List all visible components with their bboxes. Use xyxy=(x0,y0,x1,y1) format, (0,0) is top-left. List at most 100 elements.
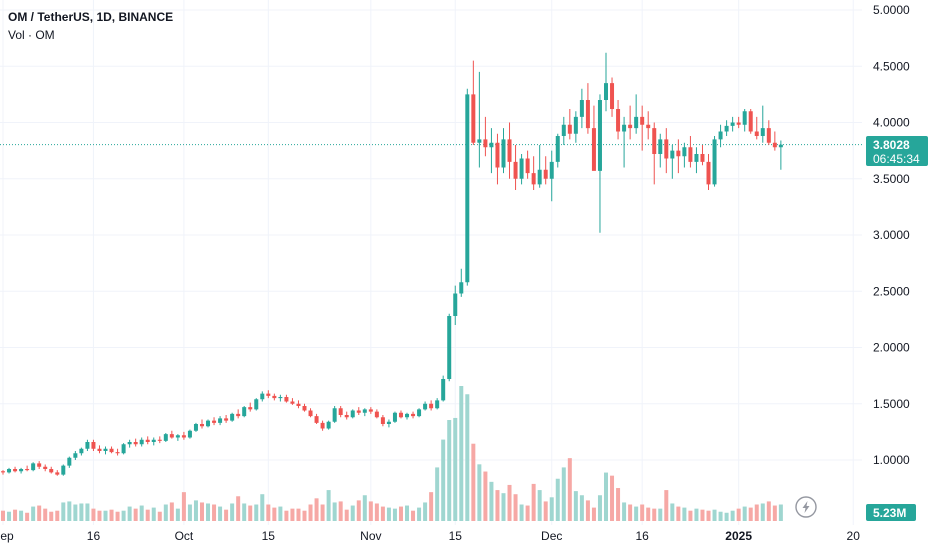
symbol-legend[interactable]: OM / TetherUS, 1D, BINANCE xyxy=(8,10,174,24)
volume-bar xyxy=(718,511,723,521)
volume-bar xyxy=(772,505,777,521)
price-tick-label: 3.0000 xyxy=(873,228,910,242)
candle-body xyxy=(549,161,554,179)
volume-bar xyxy=(610,475,615,521)
volume-bar xyxy=(230,503,235,521)
candle-body xyxy=(151,439,156,442)
volume-bar xyxy=(79,503,84,521)
volume-bar xyxy=(742,506,747,521)
candle-body xyxy=(670,150,675,159)
volume-legend[interactable]: Vol · OM xyxy=(8,28,55,42)
volume-bar xyxy=(652,508,657,521)
volume-bar xyxy=(579,495,584,521)
candle-body xyxy=(634,116,639,129)
candle-body xyxy=(85,442,90,449)
candle-body xyxy=(688,147,693,162)
volume-bar xyxy=(634,506,639,521)
volume-bar xyxy=(284,510,289,521)
volume-bar xyxy=(380,506,385,521)
volume-bar xyxy=(145,509,150,521)
volume-bar xyxy=(622,502,627,521)
time-tick-label: 15 xyxy=(262,529,276,543)
candle-body xyxy=(266,393,271,396)
volume-bar xyxy=(212,504,217,521)
price-axis[interactable]: 5.0000 4.5000 4.0000 3.5000 3.0000 2.5000 2.00… xyxy=(873,3,910,467)
candle-body xyxy=(537,169,542,185)
candle-body xyxy=(163,434,168,441)
volume-bar xyxy=(266,504,271,521)
candle-body xyxy=(37,463,42,467)
candle-body xyxy=(597,100,602,171)
candle-body xyxy=(392,412,397,422)
volume-tag: 5.23M xyxy=(866,504,916,521)
volume-bar xyxy=(459,386,464,521)
candle-body xyxy=(652,128,657,154)
volume-bar xyxy=(688,510,693,521)
volume-bar xyxy=(308,504,313,521)
candle-body xyxy=(628,124,633,129)
candle-body xyxy=(429,403,434,409)
candle-body xyxy=(326,421,331,429)
price-tick-label: 1.5000 xyxy=(873,397,910,411)
candle-body xyxy=(55,472,60,475)
volume-bar xyxy=(549,497,554,521)
volume-bar xyxy=(181,492,186,521)
volume-bar xyxy=(736,508,741,521)
candle-body xyxy=(115,452,120,454)
volume-bar xyxy=(453,417,458,521)
volume-bar xyxy=(1,510,5,521)
volume-bar xyxy=(561,467,566,521)
volume-bar xyxy=(441,439,446,521)
candle-body xyxy=(19,469,24,472)
candle-body xyxy=(362,409,367,413)
volume-bar xyxy=(121,510,126,521)
volume-bar xyxy=(646,507,651,521)
volume-bar xyxy=(386,507,391,521)
volume-bar xyxy=(187,504,192,521)
candle-body xyxy=(495,142,500,168)
candle-body xyxy=(760,128,765,136)
volume-bar xyxy=(778,504,783,521)
candle-body xyxy=(121,444,126,454)
volume-bar xyxy=(103,510,108,521)
volume-bar xyxy=(423,502,428,521)
volume-bar xyxy=(109,509,114,521)
volume-bar xyxy=(55,510,60,521)
volume-bar xyxy=(326,490,331,521)
volume-bar xyxy=(97,510,102,521)
lightning-icon[interactable] xyxy=(795,496,817,518)
volume-bar xyxy=(398,506,403,521)
volume-bar xyxy=(362,495,367,521)
candle-body xyxy=(477,139,482,143)
price-tick-label: 4.0000 xyxy=(873,116,910,130)
volume-bar xyxy=(242,503,247,521)
time-tick-label: Nov xyxy=(360,529,381,543)
volume-bar xyxy=(175,508,180,521)
time-axis[interactable]: Sep 16 Oct 15 Nov 15 Dec 16 2025 20 xyxy=(0,529,860,543)
candle-body xyxy=(664,139,669,159)
volume-bar xyxy=(706,510,711,521)
volume-bar xyxy=(31,506,36,521)
volume-bar xyxy=(519,504,524,521)
candle-body xyxy=(754,131,759,136)
volume-bar xyxy=(766,501,771,521)
volume-bar xyxy=(236,496,241,521)
candle-body xyxy=(284,397,289,402)
candle-body xyxy=(417,409,422,417)
candle-body xyxy=(278,397,283,399)
volume-bar xyxy=(525,505,530,521)
volume-bar xyxy=(127,506,132,521)
volume-bar xyxy=(169,502,174,521)
candle-body xyxy=(742,111,747,125)
volume-bar xyxy=(670,503,675,521)
candle-body xyxy=(694,154,699,162)
volume-bar xyxy=(85,503,90,521)
candle-body xyxy=(25,469,30,471)
candle-body xyxy=(127,442,132,445)
candle-body xyxy=(43,466,48,469)
volume-bar xyxy=(290,508,295,521)
volume-bar xyxy=(429,492,434,521)
volume-bar xyxy=(573,491,578,521)
